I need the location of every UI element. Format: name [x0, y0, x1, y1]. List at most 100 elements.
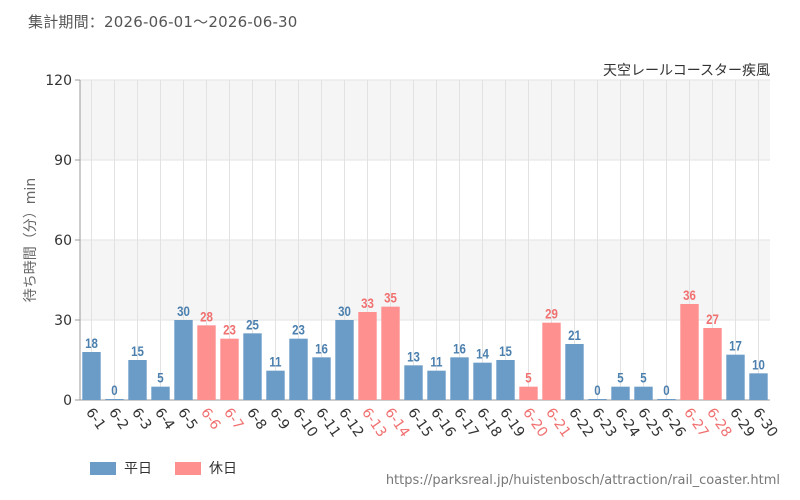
bar-6-12	[335, 320, 354, 400]
data-label-6-16: 11	[430, 354, 442, 370]
data-label-6-23: 0	[594, 382, 600, 398]
chart-title: 天空レールコースター疾風	[603, 63, 770, 79]
bar-6-11	[312, 357, 331, 400]
bar-6-10	[289, 338, 308, 400]
period-label: 集計期間：2026-06-01～2026-06-30	[28, 13, 298, 31]
x-tick-label-6-13: 6-13	[358, 405, 389, 440]
x-tick-label-6-19: 6-19	[496, 405, 527, 440]
x-tick-label-6-3: 6-3	[128, 405, 154, 433]
background-band	[80, 240, 770, 320]
data-label-6-26: 0	[663, 382, 669, 398]
bar-6-5	[174, 320, 193, 400]
legend-weekday: 平日	[90, 458, 152, 478]
x-tick-labels: 6-16-26-36-46-56-66-76-86-96-106-116-126…	[82, 405, 780, 440]
x-tick-label-6-4: 6-4	[151, 405, 177, 433]
legend-holiday-swatch	[175, 461, 201, 475]
x-tick-label-6-1: 6-1	[82, 405, 108, 433]
x-tick-label-6-10: 6-10	[289, 405, 320, 440]
data-label-6-27: 36	[683, 287, 696, 303]
data-label-6-4: 5	[157, 370, 163, 386]
bar-6-17	[450, 357, 469, 400]
bar-6-8	[243, 333, 262, 400]
x-tick-label-6-8: 6-8	[243, 405, 269, 433]
bar-6-30	[749, 373, 768, 400]
bar-6-6	[197, 325, 216, 400]
bar-6-4	[151, 386, 170, 400]
x-tick-label-6-24: 6-24	[611, 405, 642, 440]
data-label-6-6: 28	[200, 308, 213, 324]
data-label-6-12: 30	[338, 303, 351, 319]
bar-6-23	[588, 399, 607, 400]
data-label-6-13: 33	[361, 295, 374, 311]
x-tick-label-6-30: 6-30	[749, 405, 780, 440]
data-label-6-8: 25	[246, 316, 259, 332]
bar-6-2	[105, 399, 124, 400]
data-label-6-14: 35	[384, 290, 397, 306]
y-tick-label: 120	[45, 73, 72, 89]
x-tick-label-6-5: 6-5	[174, 405, 200, 433]
x-tick-label-6-11: 6-11	[312, 405, 343, 440]
bar-6-9	[266, 370, 285, 400]
x-tick-label-6-18: 6-18	[473, 405, 504, 440]
source-url: https://parksreal.jp/huistenbosch/attrac…	[385, 473, 780, 488]
legend-holiday: 休日	[175, 458, 237, 478]
bar-6-3	[128, 360, 147, 400]
data-label-6-7: 23	[223, 322, 236, 338]
x-tick-label-6-6: 6-6	[197, 405, 223, 433]
data-label-6-20: 5	[525, 370, 531, 386]
data-label-6-18: 14	[476, 346, 490, 362]
bar-6-27	[680, 304, 699, 400]
data-label-6-5: 30	[177, 303, 190, 319]
data-labels: 18 0 15 5 30 28 23 25 11 23 16 30 33 35 13 11 16 14 15 5 29 2…	[85, 287, 765, 398]
x-tick-label-6-14: 6-14	[381, 405, 412, 440]
bars	[82, 304, 768, 400]
y-tick-label: 30	[54, 313, 72, 329]
data-label-6-10: 23	[292, 322, 305, 338]
data-label-6-25: 5	[640, 370, 646, 386]
data-label-6-22: 21	[568, 327, 581, 343]
bar-6-18	[473, 362, 492, 400]
bar-6-16	[427, 370, 446, 400]
data-label-6-15: 13	[407, 348, 420, 364]
data-label-6-28: 27	[706, 311, 719, 327]
x-tick-label-6-2: 6-2	[105, 405, 131, 433]
y-tick-label: 60	[54, 233, 72, 249]
x-tick-label-6-9: 6-9	[266, 405, 292, 433]
x-tick-label-6-29: 6-29	[726, 405, 757, 440]
background-band	[80, 80, 770, 160]
data-label-6-3: 15	[131, 343, 144, 359]
x-tick-label-6-25: 6-25	[634, 405, 665, 440]
data-label-6-2: 0	[111, 382, 117, 398]
bar-6-13	[358, 312, 377, 400]
data-label-6-29: 17	[729, 338, 742, 354]
data-label-6-9: 11	[269, 354, 281, 370]
bar-6-21	[542, 322, 561, 400]
bar-6-29	[726, 354, 745, 400]
x-tick-label-6-28: 6-28	[703, 405, 734, 440]
bar-6-19	[496, 360, 515, 400]
x-tick-label-6-26: 6-26	[657, 405, 688, 440]
x-tick-label-6-23: 6-23	[588, 405, 619, 440]
data-label-6-21: 29	[545, 306, 558, 322]
bar-6-14	[381, 306, 400, 400]
x-tick-label-6-17: 6-17	[450, 405, 481, 440]
legend-weekday-swatch	[90, 461, 116, 475]
data-label-6-11: 16	[315, 340, 328, 356]
x-tick-label-6-7: 6-7	[220, 405, 246, 433]
y-tick-label: 90	[54, 153, 72, 169]
y-tick-label: 0	[63, 393, 72, 409]
data-label-6-30: 10	[752, 356, 765, 372]
bar-6-22	[565, 344, 584, 400]
bar-6-7	[220, 338, 239, 400]
bar-6-1	[82, 352, 101, 400]
x-tick-label-6-20: 6-20	[519, 405, 550, 440]
x-tick-label-6-15: 6-15	[404, 405, 435, 440]
y-tick-labels: 0 30 60 90 120	[45, 73, 72, 409]
axes	[75, 79, 770, 401]
data-label-6-19: 15	[499, 343, 512, 359]
bar-6-20	[519, 386, 538, 400]
bar-6-28	[703, 328, 722, 400]
legend-weekday-label: 平日	[124, 461, 152, 477]
bar-6-24	[611, 386, 630, 400]
